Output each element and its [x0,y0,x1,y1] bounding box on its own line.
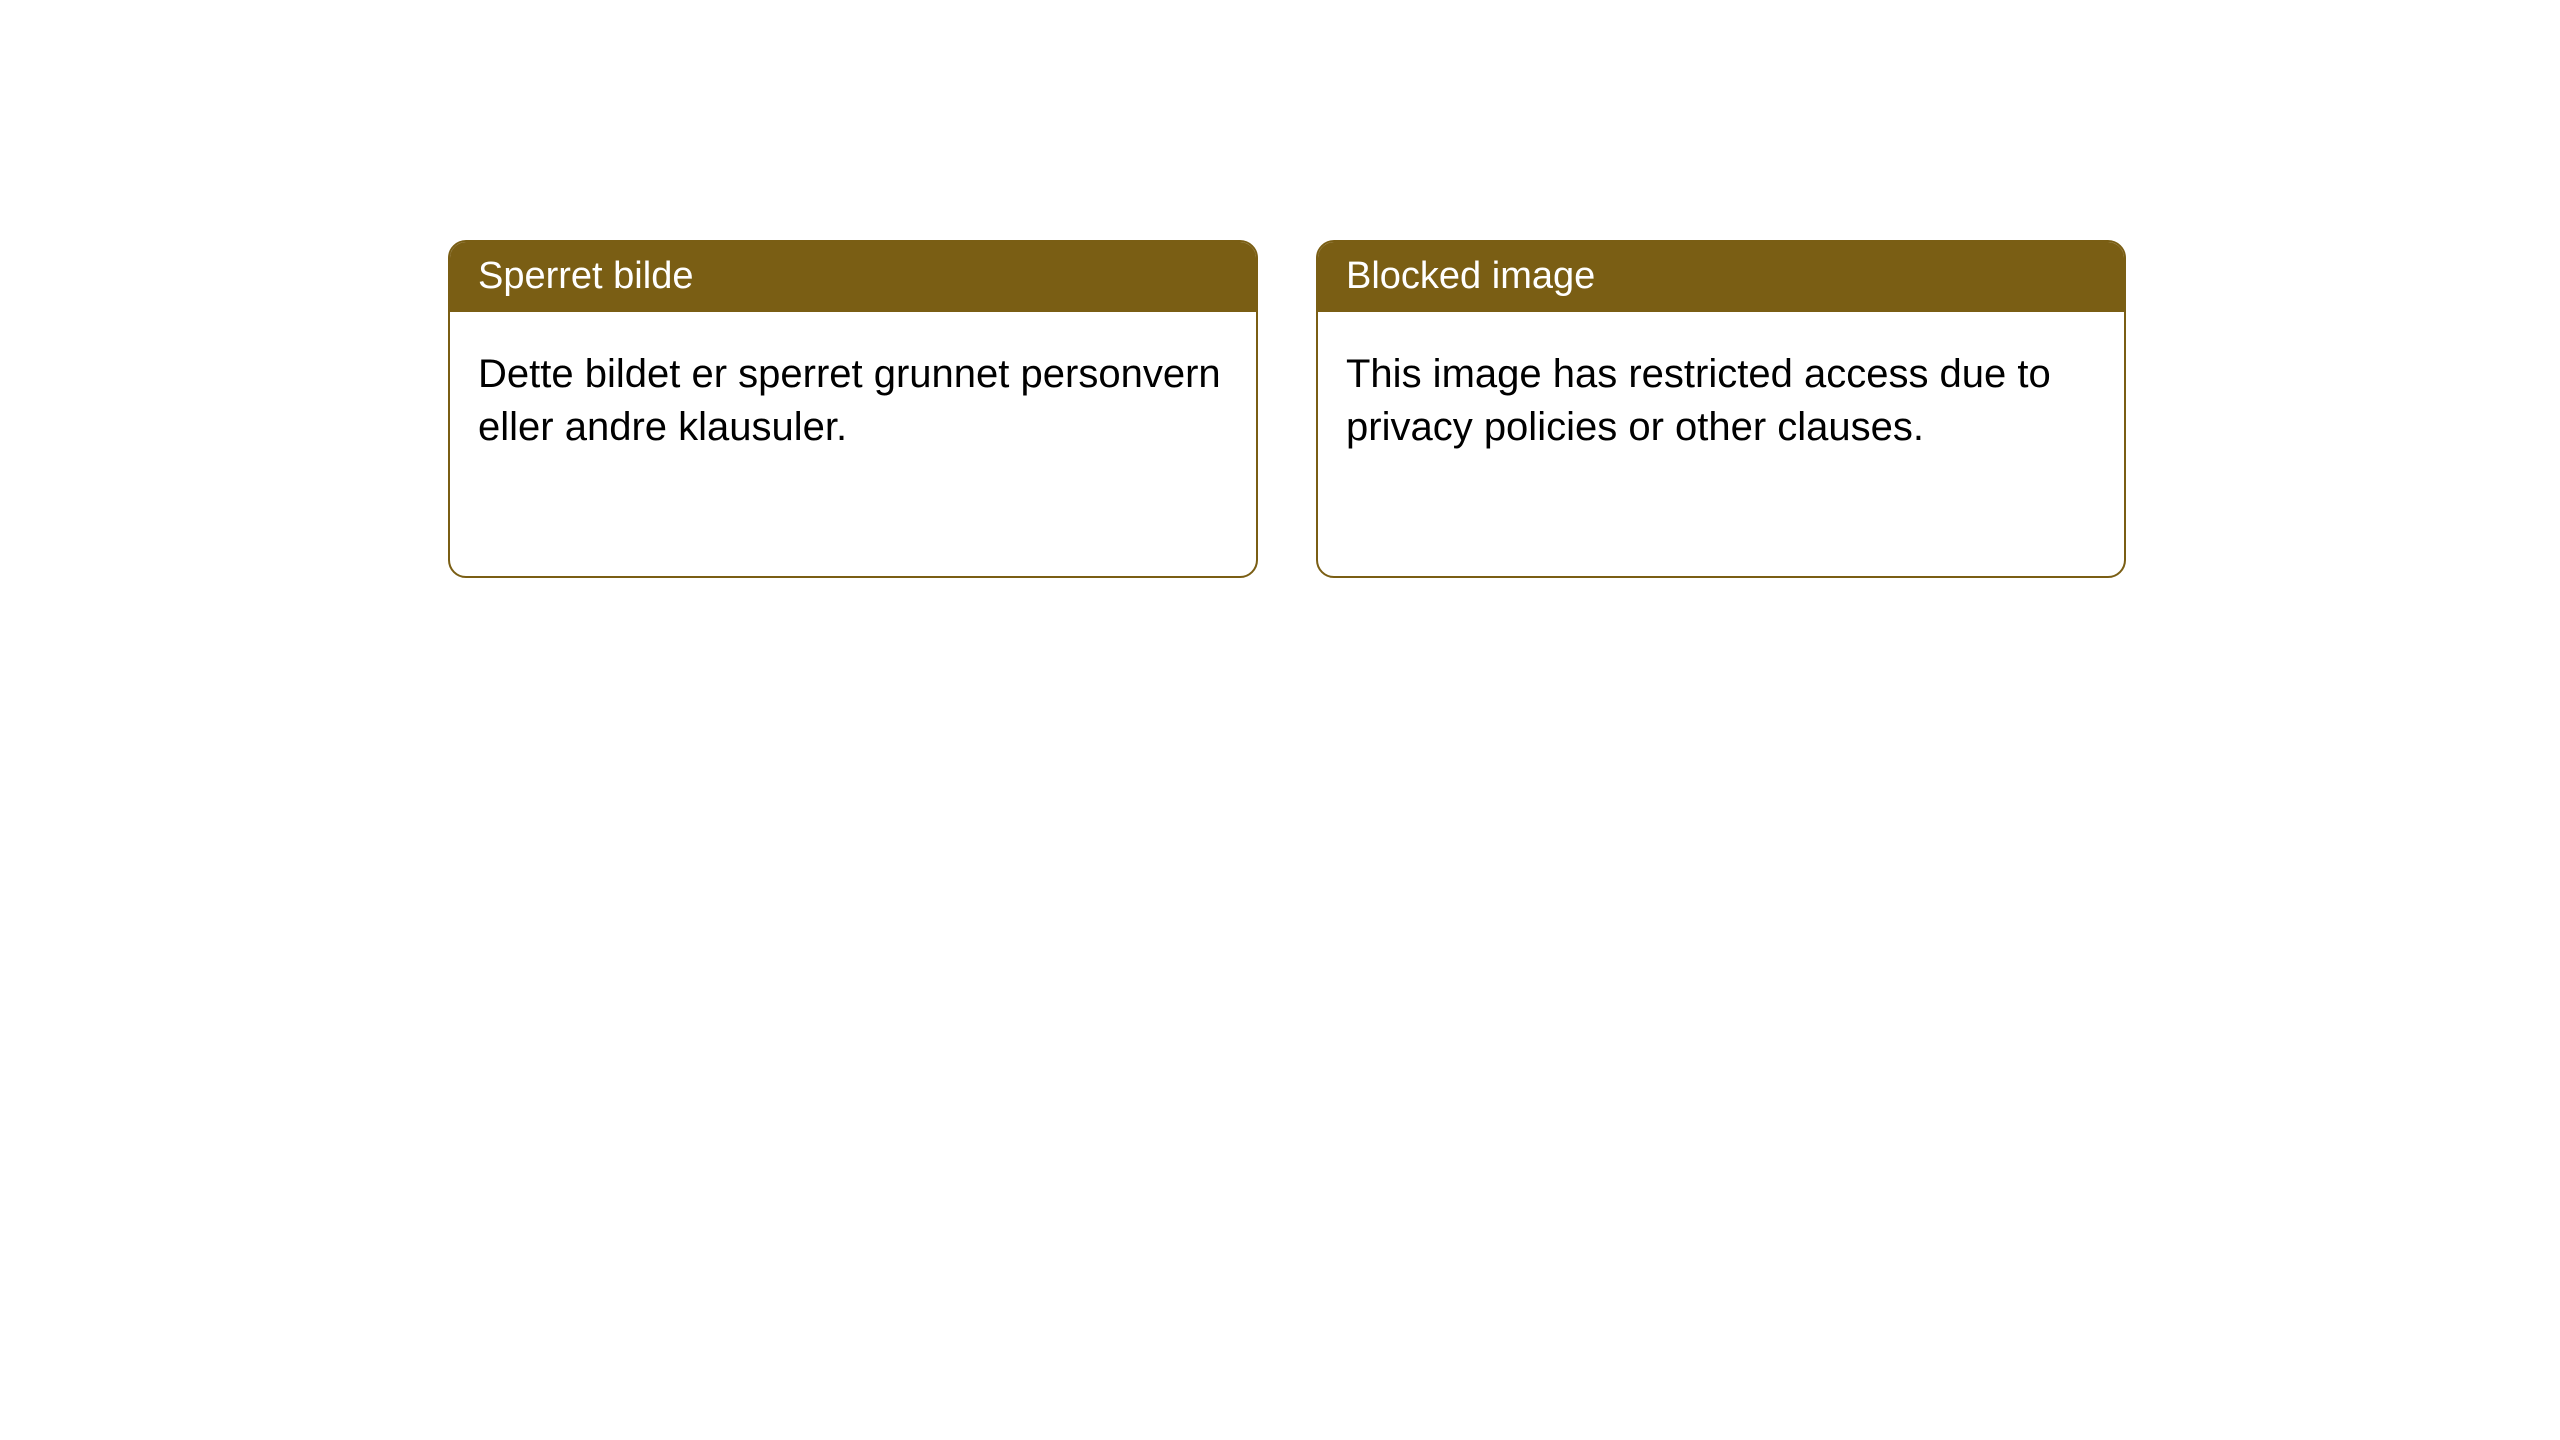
notice-title-no: Sperret bilde [450,242,1256,312]
notice-card-en: Blocked image This image has restricted … [1316,240,2126,578]
notice-body-no: Dette bildet er sperret grunnet personve… [450,312,1256,491]
notice-card-no: Sperret bilde Dette bildet er sperret gr… [448,240,1258,578]
notice-title-en: Blocked image [1318,242,2124,312]
notice-body-en: This image has restricted access due to … [1318,312,2124,491]
notice-container: Sperret bilde Dette bildet er sperret gr… [0,0,2560,578]
